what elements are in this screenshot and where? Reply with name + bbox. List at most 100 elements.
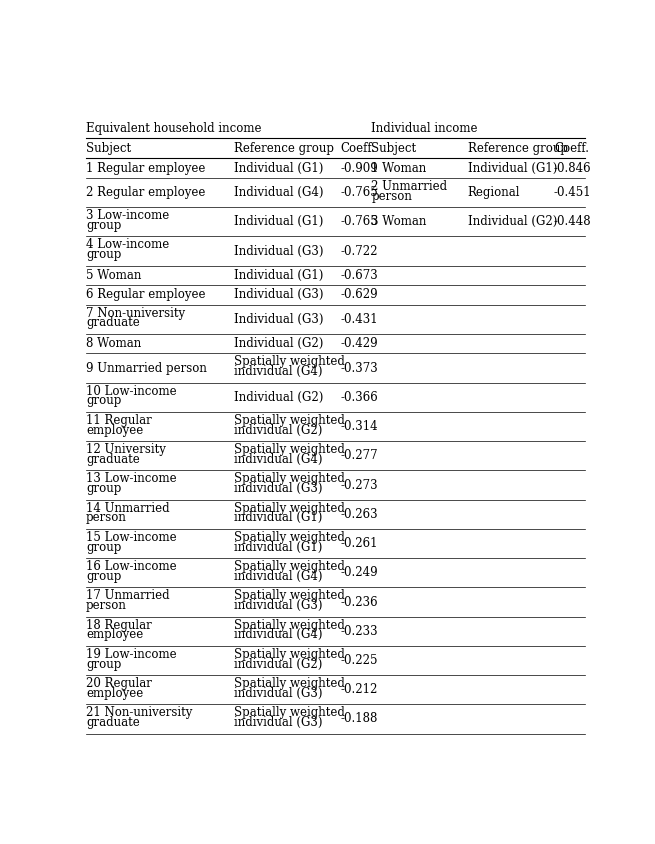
- Text: 13 Low-income: 13 Low-income: [86, 473, 177, 485]
- Text: 1 Regular employee: 1 Regular employee: [86, 162, 205, 175]
- Text: Spatially weighted: Spatially weighted: [234, 355, 345, 368]
- Text: employee: employee: [86, 424, 143, 436]
- Text: 12 University: 12 University: [86, 443, 166, 456]
- Text: graduate: graduate: [86, 716, 140, 729]
- Text: individual (G3): individual (G3): [234, 716, 323, 729]
- Text: Individual (G1): Individual (G1): [234, 269, 324, 282]
- Text: -0.373: -0.373: [341, 361, 379, 375]
- Text: group: group: [86, 541, 121, 554]
- Text: -0.263: -0.263: [341, 508, 379, 521]
- Text: Spatially weighted: Spatially weighted: [234, 560, 345, 573]
- Text: individual (G1): individual (G1): [234, 511, 322, 524]
- Text: -0.249: -0.249: [341, 566, 379, 579]
- Text: Spatially weighted: Spatially weighted: [234, 531, 345, 544]
- Text: 8 Woman: 8 Woman: [86, 338, 141, 350]
- Text: Individual (G3): Individual (G3): [234, 245, 324, 257]
- Text: 10 Low-income: 10 Low-income: [86, 385, 177, 398]
- Text: Individual (G1): Individual (G1): [234, 215, 324, 229]
- Text: 7 Non-university: 7 Non-university: [86, 306, 185, 320]
- Text: individual (G2): individual (G2): [234, 657, 322, 671]
- Text: Subject: Subject: [86, 142, 131, 154]
- Text: Coeff.: Coeff.: [341, 142, 376, 154]
- Text: -0.314: -0.314: [341, 420, 379, 433]
- Text: -0.673: -0.673: [341, 269, 379, 282]
- Text: -0.273: -0.273: [341, 479, 379, 491]
- Text: -0.909: -0.909: [341, 162, 379, 175]
- Text: -0.225: -0.225: [341, 654, 379, 667]
- Text: -0.236: -0.236: [341, 596, 379, 609]
- Text: individual (G4): individual (G4): [234, 570, 323, 583]
- Text: -0.448: -0.448: [554, 215, 591, 229]
- Text: 9 Unmarried person: 9 Unmarried person: [86, 361, 207, 375]
- Text: group: group: [86, 219, 121, 232]
- Text: -0.846: -0.846: [554, 162, 591, 175]
- Text: group: group: [86, 482, 121, 495]
- Text: 19 Low-income: 19 Low-income: [86, 648, 177, 661]
- Text: 20 Regular: 20 Regular: [86, 677, 152, 690]
- Text: 15 Low-income: 15 Low-income: [86, 531, 177, 544]
- Text: Equivalent household income: Equivalent household income: [86, 122, 261, 135]
- Text: -0.451: -0.451: [554, 186, 591, 199]
- Text: group: group: [86, 657, 121, 671]
- Text: Spatially weighted: Spatially weighted: [234, 443, 345, 456]
- Text: Spatially weighted: Spatially weighted: [234, 473, 345, 485]
- Text: -0.188: -0.188: [341, 712, 378, 726]
- Text: individual (G3): individual (G3): [234, 482, 323, 495]
- Text: individual (G1): individual (G1): [234, 541, 322, 554]
- Text: Individual (G1): Individual (G1): [234, 162, 324, 175]
- Text: individual (G2): individual (G2): [234, 424, 322, 436]
- Text: employee: employee: [86, 628, 143, 641]
- Text: Individual (G2): Individual (G2): [468, 215, 557, 229]
- Text: individual (G3): individual (G3): [234, 599, 323, 612]
- Text: -0.212: -0.212: [341, 684, 378, 696]
- Text: 1 Woman: 1 Woman: [371, 162, 426, 175]
- Text: Spatially weighted: Spatially weighted: [234, 706, 345, 719]
- Text: 16 Low-income: 16 Low-income: [86, 560, 177, 573]
- Text: -0.431: -0.431: [341, 313, 379, 326]
- Text: graduate: graduate: [86, 453, 140, 466]
- Text: Spatially weighted: Spatially weighted: [234, 677, 345, 690]
- Text: -0.765: -0.765: [341, 215, 379, 229]
- Text: 3 Woman: 3 Woman: [371, 215, 426, 229]
- Text: Spatially weighted: Spatially weighted: [234, 648, 345, 661]
- Text: individual (G4): individual (G4): [234, 628, 323, 641]
- Text: Regional: Regional: [468, 186, 520, 199]
- Text: Individual (G3): Individual (G3): [234, 313, 324, 326]
- Text: group: group: [86, 248, 121, 261]
- Text: Individual (G3): Individual (G3): [234, 289, 324, 301]
- Text: group: group: [86, 394, 121, 408]
- Text: person: person: [86, 599, 127, 612]
- Text: Coeff.: Coeff.: [554, 142, 589, 154]
- Text: Subject: Subject: [371, 142, 417, 154]
- Text: 17 Unmarried: 17 Unmarried: [86, 589, 170, 603]
- Text: individual (G4): individual (G4): [234, 365, 323, 378]
- Text: -0.765: -0.765: [341, 186, 379, 199]
- Text: 3 Low-income: 3 Low-income: [86, 209, 169, 222]
- Text: Spatially weighted: Spatially weighted: [234, 501, 345, 515]
- Text: 14 Unmarried: 14 Unmarried: [86, 501, 170, 515]
- Text: -0.261: -0.261: [341, 537, 379, 550]
- Text: 4 Low-income: 4 Low-income: [86, 238, 169, 252]
- Text: Spatially weighted: Spatially weighted: [234, 619, 345, 631]
- Text: -0.429: -0.429: [341, 338, 379, 350]
- Text: 21 Non-university: 21 Non-university: [86, 706, 193, 719]
- Text: group: group: [86, 570, 121, 583]
- Text: Reference group: Reference group: [468, 142, 568, 154]
- Text: Spatially weighted: Spatially weighted: [234, 414, 345, 427]
- Text: graduate: graduate: [86, 316, 140, 329]
- Text: Individual (G2): Individual (G2): [234, 338, 324, 350]
- Text: Individual income: Individual income: [371, 122, 477, 135]
- Text: -0.233: -0.233: [341, 625, 379, 638]
- Text: individual (G3): individual (G3): [234, 687, 323, 700]
- Text: 2 Regular employee: 2 Regular employee: [86, 186, 205, 199]
- Text: 5 Woman: 5 Woman: [86, 269, 141, 282]
- Text: 18 Regular: 18 Regular: [86, 619, 152, 631]
- Text: Spatially weighted: Spatially weighted: [234, 589, 345, 603]
- Text: 2 Unmarried: 2 Unmarried: [371, 180, 447, 193]
- Text: -0.277: -0.277: [341, 449, 379, 463]
- Text: individual (G4): individual (G4): [234, 453, 323, 466]
- Text: employee: employee: [86, 687, 143, 700]
- Text: Individual (G1): Individual (G1): [468, 162, 557, 175]
- Text: Individual (G2): Individual (G2): [234, 391, 324, 403]
- Text: person: person: [371, 190, 412, 203]
